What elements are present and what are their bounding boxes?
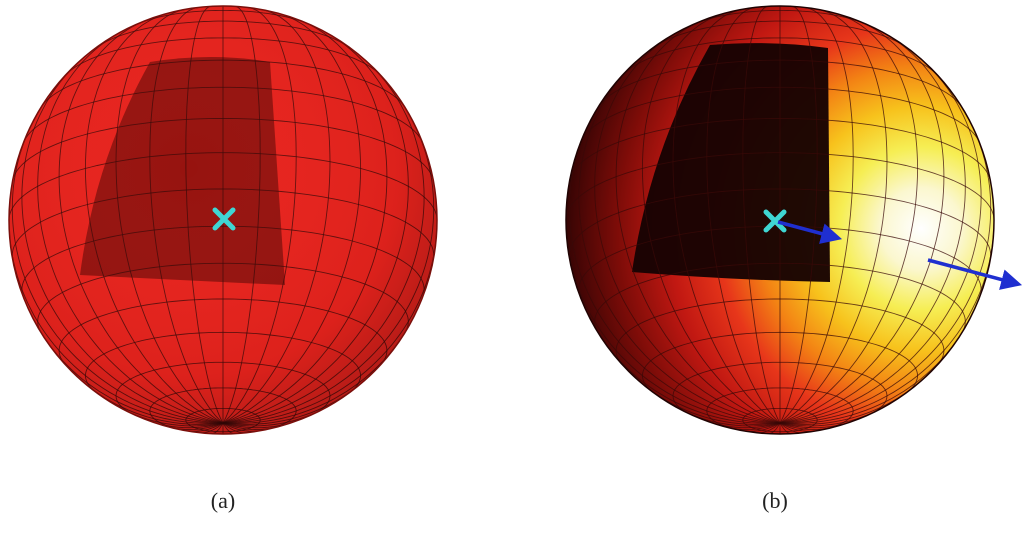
sphere-b (565, 5, 1023, 435)
grid-line (672, 8, 781, 424)
arrow-long (927, 258, 1023, 290)
grid-line (615, 18, 781, 424)
grid-line (779, 18, 945, 424)
grid-line (779, 11, 919, 424)
grid-line (594, 29, 781, 424)
caption-a: (a) (210, 488, 236, 513)
grid-line (706, 7, 781, 424)
grid-line (779, 6, 818, 424)
grid-line (641, 11, 781, 424)
sphere-b-x-marker (763, 209, 787, 233)
grid-line (779, 7, 854, 424)
sphere-a (8, 5, 438, 435)
grid-line (742, 6, 781, 424)
caption-b: (b) (762, 488, 788, 513)
grid-line (779, 108, 992, 424)
grid-line (779, 29, 966, 424)
grid-line (578, 53, 781, 424)
grid-line (779, 8, 888, 424)
grid-line (568, 108, 781, 424)
sphere-a-x-marker (212, 207, 236, 231)
arrow-short (777, 220, 843, 244)
